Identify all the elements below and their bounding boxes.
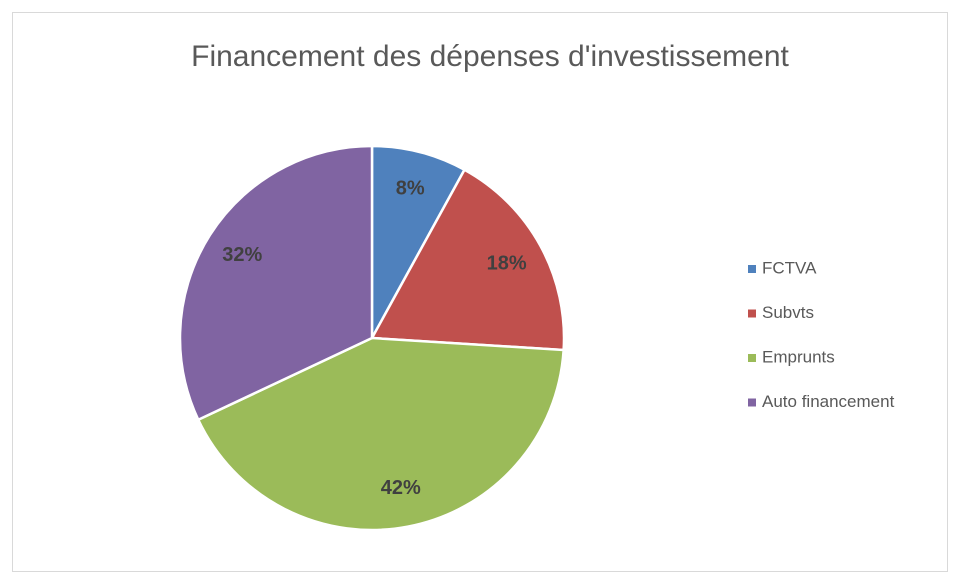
legend-label: Subvts: [762, 303, 814, 322]
legend-label: FCTVA: [762, 258, 817, 277]
legend-label: Emprunts: [762, 347, 835, 366]
data-label: 42%: [381, 477, 421, 499]
legend-swatch: [748, 265, 756, 273]
pie-slice: [178, 144, 374, 422]
legend-label: Auto financement: [762, 392, 895, 411]
pie-slice: [370, 144, 467, 339]
legend-swatch: [748, 309, 756, 318]
legend-swatch: [748, 398, 756, 407]
pie-slice: [369, 168, 566, 352]
data-label: 32%: [222, 244, 262, 266]
data-label: 18%: [487, 252, 527, 274]
pie-slice: [196, 336, 565, 532]
legend-swatch: [748, 354, 756, 362]
data-label: 8%: [396, 178, 425, 200]
chart-title: Financement des dépenses d'investissemen…: [191, 40, 789, 73]
